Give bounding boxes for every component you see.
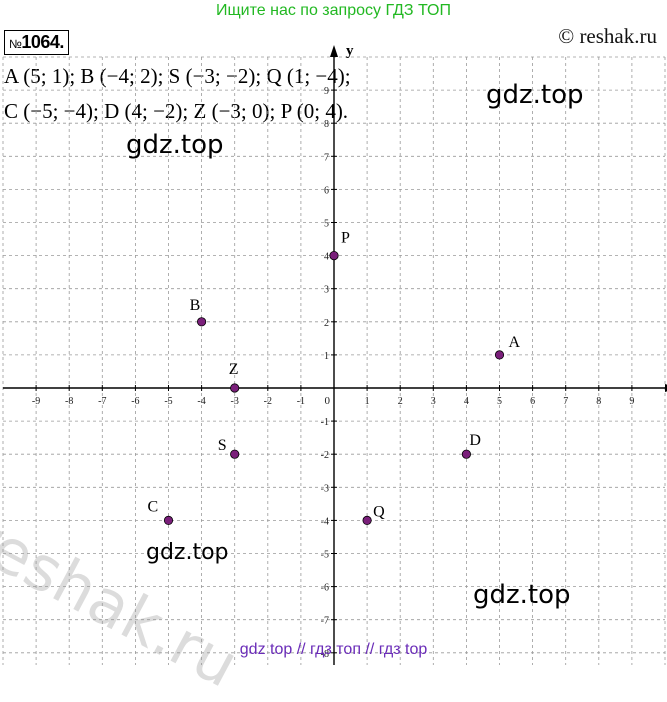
x-tick-label: -7 (98, 396, 106, 407)
y-axis-label: y (346, 43, 354, 59)
y-tick-label: 6 (324, 185, 329, 196)
x-tick-label: -5 (164, 396, 172, 407)
footer-text: gdz top // гдз топ // гдз top (239, 641, 428, 658)
x-tick-label: -1 (297, 396, 305, 407)
x-tick-label: -3 (231, 396, 239, 407)
y-tick-label: 8 (324, 119, 329, 130)
point-B (197, 317, 207, 327)
y-tick-label: -7 (321, 616, 329, 627)
point-label-Q: Q (373, 503, 385, 520)
points-list-line-2: C (−5; −4); D (4; −2); Z (−3; 0); P (0; … (4, 99, 349, 123)
y-tick-label: -5 (321, 550, 329, 561)
x-tick-label: 1 (365, 396, 370, 407)
y-tick-label: 2 (324, 318, 329, 329)
x-tick-label: -9 (32, 396, 40, 407)
x-tick-label: 8 (596, 396, 601, 407)
point-P (329, 251, 339, 261)
y-tick-label: 9 (324, 86, 329, 97)
point-C (163, 515, 174, 526)
point-label-D: D (469, 432, 481, 449)
x-tick-label: 4 (464, 396, 469, 407)
top-banner: Ищите нас по запросу ГДЗ ТОП (216, 2, 451, 19)
y-tick-label: -3 (321, 483, 329, 494)
point-label-A: A (509, 334, 521, 351)
x-tick-label: 7 (563, 396, 568, 407)
x-tick-label: -6 (131, 396, 139, 407)
problem-number-value: 1064. (21, 32, 64, 52)
y-tick-label: 5 (324, 219, 329, 230)
y-tick-label: -2 (321, 450, 329, 461)
y-tick-label: 7 (324, 152, 329, 163)
point-Q (362, 515, 372, 526)
x-tick-label: 2 (398, 396, 403, 407)
data-points: A B S Q C D Z P (148, 230, 521, 526)
points-list-line-1: A (5; 1); B (−4; 2); S (−3; −2); Q (1; −… (4, 64, 351, 88)
y-tick-label: -4 (321, 516, 329, 527)
number-sign: № (9, 37, 22, 51)
x-tick-label: -2 (264, 396, 272, 407)
origin-label: 0 (325, 395, 331, 407)
point-label-P: P (341, 230, 350, 247)
point-D (461, 449, 471, 459)
point-A (494, 350, 505, 360)
x-tick-label: 9 (629, 396, 634, 407)
gdz-watermark-1: gdz.top (486, 80, 584, 110)
copyright-text: © reshak.ru (558, 24, 657, 48)
x-tick-label: -4 (197, 396, 205, 407)
x-tick-label: 3 (431, 396, 436, 407)
y-tick-label: -6 (321, 583, 329, 594)
point-label-Z: Z (229, 361, 239, 378)
y-tick-label: -8 (321, 649, 329, 660)
point-S (230, 449, 240, 459)
y-tick-label: 1 (324, 351, 329, 362)
gdz-watermark-3: gdz.top (146, 540, 229, 565)
y-tick-label: -1 (321, 417, 329, 428)
gdz-watermark-4: gdz.top (473, 580, 571, 610)
x-tick-label: -8 (65, 396, 73, 407)
point-Z (230, 383, 240, 393)
point-label-B: B (190, 297, 201, 314)
point-label-C: C (148, 498, 159, 515)
point-label-S: S (218, 437, 227, 454)
gdz-watermark-2: gdz.top (126, 130, 224, 160)
tick-labels: xy-9-8-7-6-5-4-3-2-1123456789-9-8-7-6-5-… (32, 43, 634, 660)
x-tick-label: 5 (497, 396, 502, 407)
x-tick-label: 6 (530, 396, 535, 407)
y-tick-label: 4 (324, 252, 329, 263)
y-tick-label: 3 (324, 285, 329, 296)
y-axis-arrow (330, 45, 338, 57)
problem-number: №1064. (4, 30, 69, 55)
coordinate-plane-chart: xy-9-8-7-6-5-4-3-2-1123456789-9-8-7-6-5-… (2, 43, 667, 665)
